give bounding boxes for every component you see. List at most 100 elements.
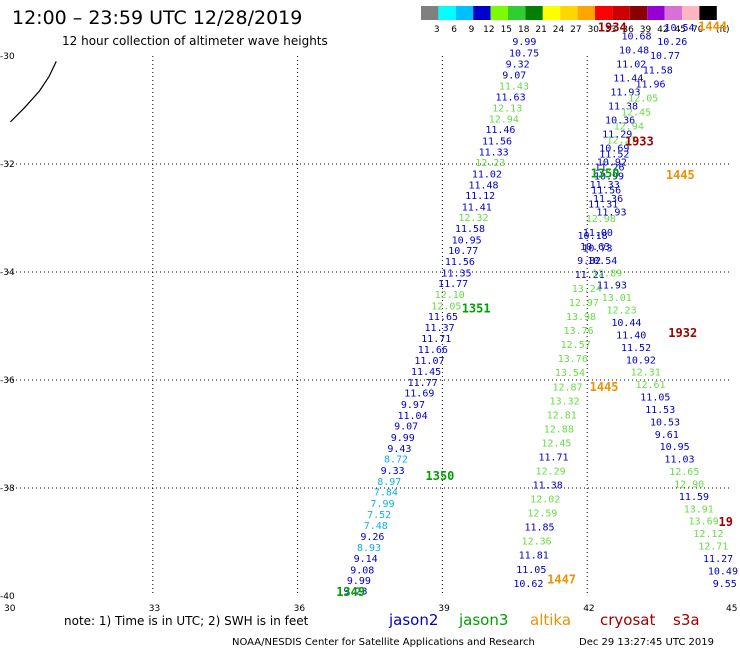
swh-value: 9.14 [354,554,378,565]
legend-swatch [542,6,561,20]
grid-lines [8,56,732,596]
swh-value: 12.87 [552,382,582,393]
swh-value: 10.63 [580,242,610,253]
legend-label: 39 [640,25,652,35]
swh-value: 11.33 [479,147,509,158]
swh-value: 10.77 [448,246,478,257]
swh-value: 11.59 [679,492,709,503]
swh-value: 11.07 [414,356,444,367]
swh-value: 11.77 [408,378,438,389]
swh-value: 12.97 [569,298,599,309]
swh-value: 9.82 [577,256,601,267]
legend-swatch [647,6,665,20]
legend-swatch [508,6,526,20]
swh-value: 8.93 [357,543,381,554]
swh-value: 11.35 [441,268,471,279]
footer-timestamp: Dec 29 13:27:45 UTC 2019 [579,637,714,648]
swh-value: 9.99 [512,37,536,48]
swh-value: 10.77 [650,51,680,62]
swh-value: 13.76 [564,326,594,337]
swh-value: 13.69 [689,517,719,528]
swh-value: 11.27 [703,554,733,565]
footer-credit: NOAA/NESDIS Center for Satellite Applica… [232,637,535,648]
swh-value: 7.48 [364,521,388,532]
pass-time-label: 1933 [625,135,654,149]
pass-time-label: 1445 [590,380,619,394]
swh-value: 11.56 [445,257,475,268]
note-text: note: 1) Time is in UTC; 2) SWH is in fe… [64,614,309,628]
swh-value: 12.90 [674,479,704,490]
pass-time-label: 1447 [547,573,576,587]
x-tick-label: 42 [583,604,594,614]
swh-value: 11.56 [591,186,621,197]
swh-value: 11.63 [495,92,525,103]
pass-time-label: 1351 [462,302,491,316]
swh-value: 9.23 [343,586,367,597]
legend-swatch [490,6,508,20]
pass-time-label: 19 [718,515,732,529]
legend-swatch [682,6,700,20]
swh-value: 11.93 [610,87,640,98]
swh-value: 13.76 [558,354,588,365]
y-tick-label: -36 [0,376,15,386]
swh-value: 12.23 [607,306,637,317]
swh-value: 9.97 [401,400,425,411]
swh-value: 11.38 [608,101,638,112]
swh-value: 11.81 [519,551,549,562]
swh-value: 13.24 [572,284,602,295]
swh-value: 12.10 [435,290,465,301]
swh-value: 12.05 [431,301,461,312]
pass-time-label: 1934 [598,21,627,35]
swh-value: 9.99 [347,576,371,587]
swh-value: 10.92 [626,355,656,366]
swh-value: 12.13 [492,104,522,115]
swh-value: 11.38 [533,481,563,492]
swh-value: 11.85 [524,523,554,534]
legend-label: 27 [570,25,581,35]
legend-swatch [577,6,595,20]
swh-value: 11.58 [455,224,485,235]
pass-time-label: 1350 [591,167,620,181]
swh-value: 12.59 [527,509,557,520]
legend-swatch [595,6,613,20]
swh-value: 11.04 [398,411,428,422]
legend-label: 15 [501,25,512,35]
swh-value: 10.54 [587,256,617,267]
x-tick-label: 36 [294,604,306,614]
swh-value: 12.31 [631,368,661,379]
swh-value: 12.05 [628,93,658,104]
swh-value: 10.95 [660,442,690,453]
legend-label: 42 [657,25,668,35]
wave-height-values: 9.239.999.089.148.939.267.487.527.997.84… [343,23,738,597]
pass-time-label: 1445 [666,168,695,182]
swh-value: 10.92 [597,158,627,169]
swh-value: 12.71 [698,542,728,553]
swh-value: 11.31 [588,200,618,211]
legend-label: 45 [675,25,686,35]
swh-value: 12.12 [693,529,723,540]
swh-value: 13.54 [555,368,585,379]
swh-value: 11.41 [462,202,492,213]
swh-value: 11.77 [438,279,468,290]
swh-value: 12.23 [475,158,505,169]
swh-value: 9.26 [360,532,384,543]
legend-swatch [699,6,717,20]
swh-value: 10.73 [582,243,612,254]
swh-value: 10.36 [605,116,635,127]
x-tick-label: 30 [4,604,16,614]
swh-value: 12.57 [561,340,591,351]
swh-value: 9.43 [387,444,411,455]
swh-value: 7.52 [367,510,391,521]
swh-value: 11.29 [602,130,632,141]
swh-value: 9.55 [713,579,737,590]
swh-value: 12.61 [635,380,665,391]
swh-value: 11.40 [616,330,646,341]
swh-value: 11.00 [583,228,613,239]
legend-label: 24 [553,25,565,35]
y-tick-label: -38 [0,484,15,494]
y-tick-label: -32 [0,160,15,170]
swh-value: 12.36 [522,537,552,548]
swh-value: 11.46 [485,125,515,136]
swh-value: 12.45 [541,438,571,449]
